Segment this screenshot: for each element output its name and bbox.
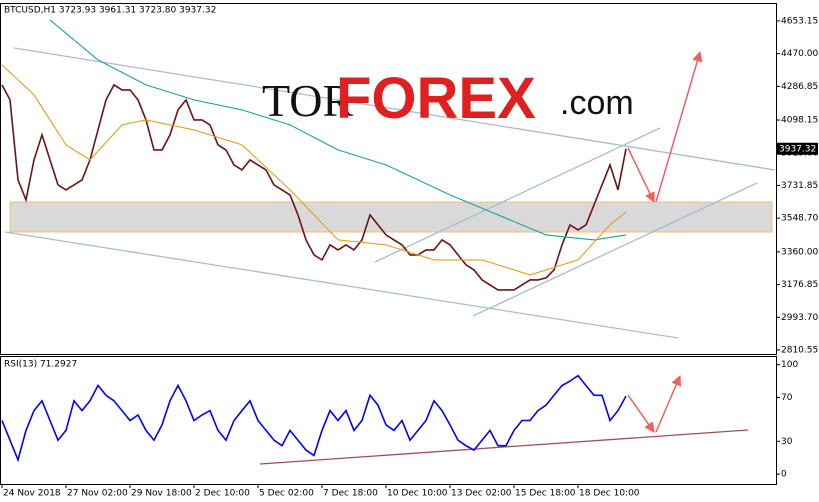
y-tick-label: 4098.15 bbox=[781, 116, 818, 126]
moving-average bbox=[1, 64, 627, 276]
y-tick-label: 4286.85 bbox=[781, 82, 818, 92]
logo-suffix: .com bbox=[560, 84, 634, 122]
y-tick-label: 3731.85 bbox=[781, 181, 818, 191]
x-tick-label: 15 Dec 18:00 bbox=[515, 489, 576, 499]
x-tick-label: 2 Dec 10:00 bbox=[195, 489, 250, 499]
x-tick-label: 27 Nov 02:00 bbox=[67, 489, 128, 499]
price-panel bbox=[0, 3, 777, 355]
y-tick-label: 3548.70 bbox=[781, 214, 818, 224]
logo-brand: FOREX bbox=[336, 66, 536, 131]
rsi-panel bbox=[0, 356, 777, 485]
forecast-arrows bbox=[627, 50, 703, 433]
price-title: BTCUSD,H1 3723.93 3961.31 3723.80 3937.3… bbox=[4, 6, 216, 16]
rsi-trend-line bbox=[259, 429, 749, 465]
y-tick-label: 30 bbox=[781, 437, 793, 447]
series-line bbox=[1, 374, 627, 463]
moving-average bbox=[49, 19, 627, 241]
trend-lines bbox=[4, 47, 776, 339]
y-tick-label: 70 bbox=[781, 393, 793, 403]
x-tick-label: 5 Dec 02:00 bbox=[259, 489, 314, 499]
y-tick-label: 4470.00 bbox=[781, 49, 818, 59]
x-tick-label: 10 Dec 10:00 bbox=[387, 489, 448, 499]
last-price-label: 3937.32 bbox=[779, 144, 816, 154]
support-zone bbox=[9, 201, 773, 233]
logo-prefix: TOR bbox=[262, 75, 353, 126]
y-tick-label: 100 bbox=[781, 360, 798, 370]
y-tick-label: 2993.70 bbox=[781, 313, 818, 323]
rsi-title: RSI(13) 71.2927 bbox=[4, 360, 77, 370]
x-tick-label: 18 Dec 10:00 bbox=[579, 489, 640, 499]
y-tick-label: 0 bbox=[781, 470, 787, 480]
x-tick-label: 7 Dec 18:00 bbox=[323, 489, 378, 499]
y-tick-label: 2810.55 bbox=[781, 345, 818, 355]
x-tick-label: 29 Nov 18:00 bbox=[131, 489, 192, 499]
y-tick-label: 3360.00 bbox=[781, 247, 818, 257]
y-tick-label: 4653.15 bbox=[781, 16, 818, 26]
series-line bbox=[1, 83, 627, 291]
x-tick-label: 24 Nov 2018 bbox=[3, 489, 61, 499]
last-price-box bbox=[776, 142, 818, 155]
watermark: TOR FOREX .com bbox=[262, 66, 634, 131]
y-tick-label: 3176.85 bbox=[781, 280, 818, 290]
x-tick-label: 13 Dec 02:00 bbox=[451, 489, 512, 499]
